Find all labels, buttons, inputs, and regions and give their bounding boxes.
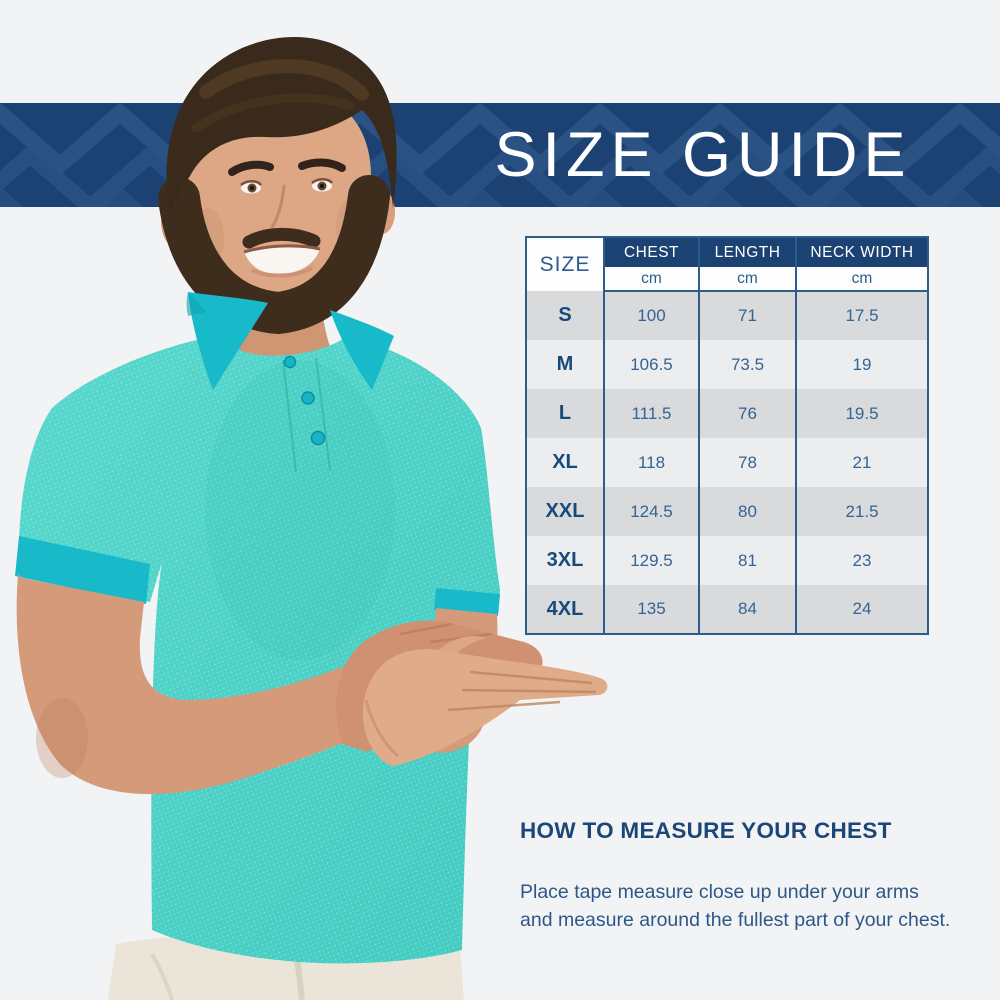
length-value: 84 xyxy=(698,585,797,634)
neck-width-value: 19 xyxy=(795,340,929,389)
table-row: L 111.5 76 19.5 xyxy=(525,389,929,438)
measure-instructions: HOW TO MEASURE YOUR CHEST Place tape mea… xyxy=(520,818,990,934)
table-row: 4XL 135 84 24 xyxy=(525,585,929,634)
chest-value: 129.5 xyxy=(603,536,700,585)
size-value: M xyxy=(525,340,605,389)
chest-value: 100 xyxy=(603,291,700,340)
measure-body-line2: and measure around the fullest part of y… xyxy=(520,909,951,931)
neck-width-unit: cm xyxy=(795,267,929,292)
table-row: XL 118 78 21 xyxy=(525,438,929,487)
neck-width-value: 24 xyxy=(795,585,929,634)
size-value: XL xyxy=(525,438,605,487)
neck-width-column-header: NECK WIDTH xyxy=(795,237,929,267)
measure-body-line1: Place tape measure close up under your a… xyxy=(520,881,919,903)
neck-width-value: 21 xyxy=(795,438,929,487)
measure-heading: HOW TO MEASURE YOUR CHEST xyxy=(520,818,892,843)
size-column-header: SIZE xyxy=(525,237,605,291)
size-value: L xyxy=(525,389,605,438)
length-value: 81 xyxy=(698,536,797,585)
length-value: 73.5 xyxy=(698,340,797,389)
neck-width-value: 23 xyxy=(795,536,929,585)
size-value: 4XL xyxy=(525,585,605,634)
table-row: S 100 71 17.5 xyxy=(525,291,929,340)
chest-value: 111.5 xyxy=(603,389,700,438)
size-value: 3XL xyxy=(525,536,605,585)
chest-column-header: CHEST xyxy=(603,237,700,267)
length-value: 76 xyxy=(698,389,797,438)
length-unit: cm xyxy=(698,267,797,292)
chest-value: 124.5 xyxy=(603,487,700,536)
length-value: 80 xyxy=(698,487,797,536)
neck-width-value: 21.5 xyxy=(795,487,929,536)
table-row: M 106.5 73.5 19 xyxy=(525,340,929,389)
length-column-header: LENGTH xyxy=(698,237,797,267)
measure-body: Place tape measure close up under your a… xyxy=(520,878,990,934)
neck-width-value: 17.5 xyxy=(795,291,929,340)
chest-value: 135 xyxy=(603,585,700,634)
size-value: S xyxy=(525,291,605,340)
chevron-pattern xyxy=(0,103,1000,207)
chest-unit: cm xyxy=(603,267,700,292)
neck-width-value: 19.5 xyxy=(795,389,929,438)
model-photo xyxy=(15,37,608,1000)
length-value: 71 xyxy=(698,291,797,340)
size-value: XXL xyxy=(525,487,605,536)
chest-value: 118 xyxy=(603,438,700,487)
chest-value: 106.5 xyxy=(603,340,700,389)
size-table: SIZE CHEST LENGTH NECK WIDTH cm cm cm S … xyxy=(525,236,929,635)
page-title: SIZE GUIDE xyxy=(494,120,912,190)
length-value: 78 xyxy=(698,438,797,487)
table-row: XXL 124.5 80 21.5 xyxy=(525,487,929,536)
table-row: 3XL 129.5 81 23 xyxy=(525,536,929,585)
